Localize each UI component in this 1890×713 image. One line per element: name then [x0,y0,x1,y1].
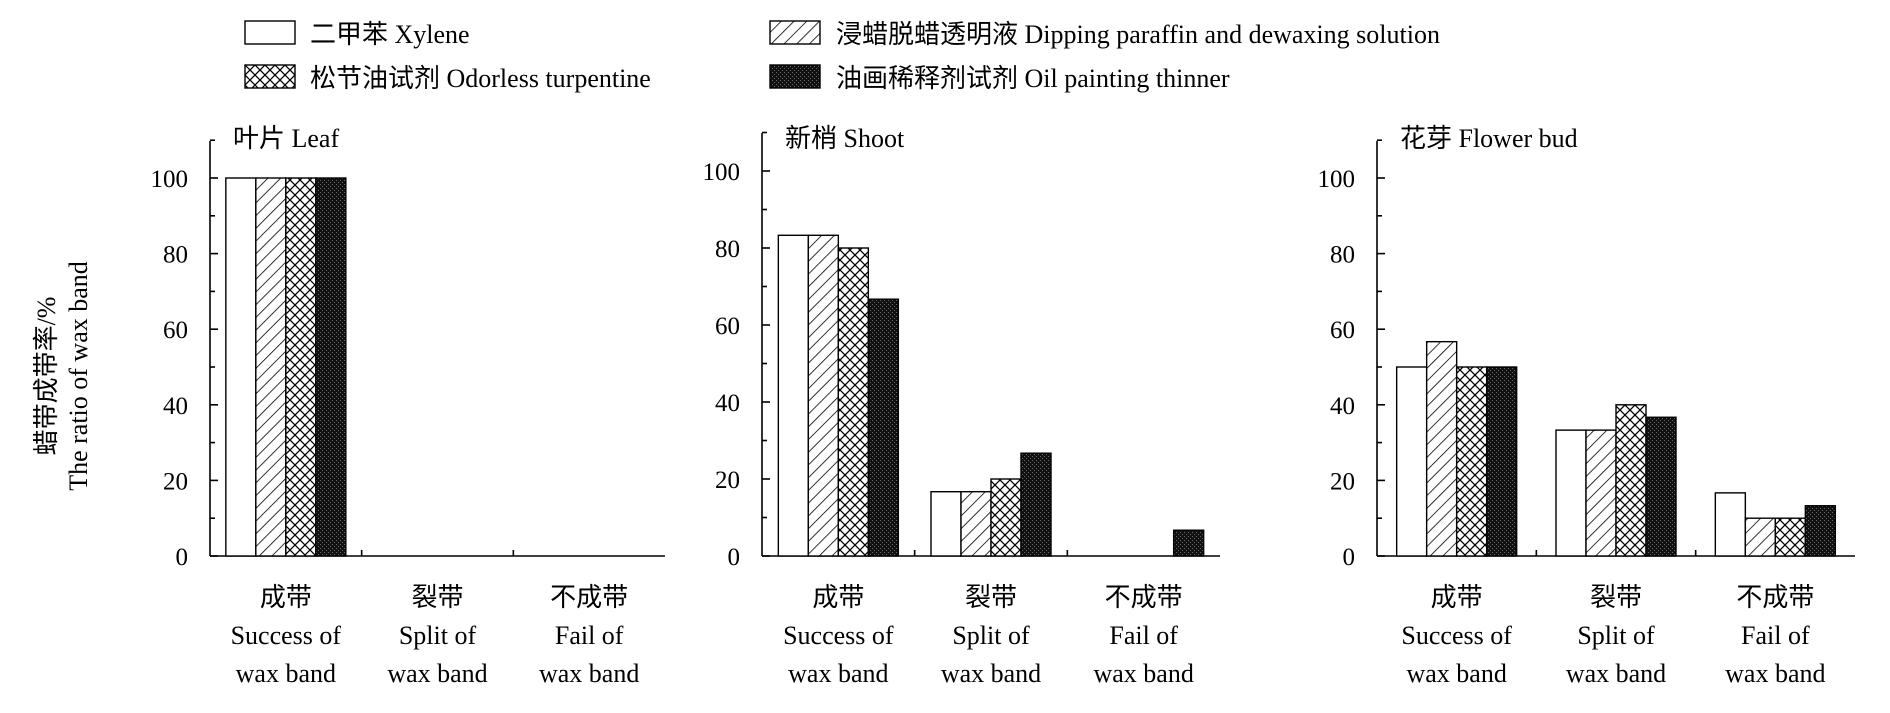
legend-swatch-dipping-paraffin [769,20,821,45]
legend: 二甲苯 Xylene 浸蜡脱蜡透明液 Dipping paraffin and … [244,20,1440,93]
y-tick-label-flower-bud-20: 20 [1330,468,1355,495]
bar-shoot-split-xylene [930,491,962,557]
bar-shoot-success-odorless-turpentine [837,247,870,557]
panel-title-leaf: 叶片 Leaf [233,124,339,153]
y-tick-label-shoot-40: 40 [715,390,740,417]
x-tick-label-flower-bud-fail-line2: Fail of [1741,621,1810,650]
y-tick-label-shoot-100: 100 [703,159,741,186]
x-tick-label-shoot-success-line1: 成带 [812,583,864,612]
legend-entry-xylene: 二甲苯 Xylene [244,20,470,49]
x-tick-label-leaf-split-line3: wax band [387,659,487,688]
y-tick-label-shoot-60: 60 [715,313,740,340]
x-tick-label-shoot-split-line3: wax band [941,659,1041,688]
x-tick-label-leaf-fail-line1: 不成带 [550,583,628,612]
x-tick-label-flower-bud-split-line2: Split of [1577,621,1655,650]
bar-leaf-success-oil-painting-thinner [315,177,347,557]
y-tick-label-shoot-80: 80 [715,236,740,263]
bar-shoot-split-odorless-turpentine [990,478,1022,557]
x-tick-label-flower-bud-fail-line1: 不成带 [1736,583,1814,612]
bar-flower-bud-success-dipping-paraffin [1425,340,1458,557]
x-tick-label-shoot-success-line3: wax band [788,659,888,688]
y-tick-label-leaf-100: 100 [151,166,189,193]
y-axis-title-en: The ratio of wax band [64,261,93,491]
y-axis-title-cn: 蜡带成带率/% [32,297,61,456]
x-tick-label-shoot-success-line2: Success of [783,621,894,650]
bar-flower-bud-success-oil-painting-thinner [1485,366,1518,557]
panel-title-flower-bud: 花芽 Flower bud [1400,124,1578,153]
x-tick-label-shoot-fail-line1: 不成带 [1105,583,1183,612]
legend-entry-odorless-turpentine: 松节油试剂 Odorless turpentine [244,64,651,93]
y-tick-label-shoot-0: 0 [728,544,741,571]
bar-flower-bud-fail-odorless-turpentine [1774,517,1807,557]
x-tick-label-leaf-fail-line2: Fail of [555,621,624,650]
x-tick-label-shoot-split-line2: Split of [952,621,1030,650]
x-tick-label-leaf-success-line1: 成带 [260,583,312,612]
bar-flower-bud-split-odorless-turpentine [1615,404,1647,557]
y-tick-label-leaf-60: 60 [163,317,188,344]
bar-shoot-fail-oil-painting-thinner [1172,529,1205,557]
panel-shoot: 新梢 Shoot 0 20 40 60 80 100 成带 Success of wax ban… [703,124,1220,688]
legend-entry-dipping-paraffin: 浸蜡脱蜡透明液 Dipping paraffin and dewaxing so… [769,20,1440,49]
y-tick-label-leaf-80: 80 [163,242,188,269]
x-tick-label-shoot-fail-line3: wax band [1093,659,1193,688]
y-tick-label-flower-bud-0: 0 [1343,544,1356,571]
x-tick-label-flower-bud-split-line1: 裂带 [1590,583,1642,612]
bar-leaf-success-xylene [225,177,257,557]
y-tick-label-leaf-20: 20 [163,468,188,495]
x-tick-label-flower-bud-fail-line3: wax band [1725,659,1825,688]
x-tick-label-flower-bud-success-line3: wax band [1406,659,1506,688]
x-tick-label-flower-bud-split-line3: wax band [1566,659,1666,688]
legend-swatch-oil-painting-thinner [769,64,821,89]
x-tick-label-leaf-split-line2: Split of [399,621,477,650]
bar-shoot-success-dipping-paraffin [807,234,840,557]
y-tick-label-flower-bud-100: 100 [1318,166,1356,193]
panel-flower-bud: 花芽 Flower bud 0 20 40 60 80 100 成带 Success of wa… [1318,124,1855,688]
x-tick-label-flower-bud-success-line1: 成带 [1431,583,1483,612]
x-tick-label-leaf-split-line1: 裂带 [411,583,463,612]
x-tick-label-leaf-success-line3: wax band [236,659,336,688]
legend-label-xylene: 二甲苯 Xylene [310,20,470,49]
bar-shoot-success-xylene [777,234,810,557]
bar-flower-bud-success-odorless-turpentine [1455,366,1488,557]
bar-flower-bud-fail-oil-painting-thinner [1804,505,1837,557]
bar-shoot-split-dipping-paraffin [960,491,992,557]
legend-swatch-odorless-turpentine [244,64,296,89]
bar-flower-bud-success-xylene [1395,366,1428,557]
bar-flower-bud-split-xylene [1555,429,1587,557]
y-tick-label-leaf-0: 0 [176,544,189,571]
legend-label-odorless-turpentine: 松节油试剂 Odorless turpentine [310,64,651,93]
y-axis-title: 蜡带成带率/% The ratio of wax band [32,261,93,491]
bar-flower-bud-fail-xylene [1714,492,1747,557]
x-tick-label-leaf-fail-line3: wax band [539,659,639,688]
bar-shoot-success-oil-painting-thinner [867,298,900,557]
bar-flower-bud-split-dipping-paraffin [1585,429,1617,557]
bar-shoot-split-oil-painting-thinner [1020,452,1052,557]
legend-label-oil-painting-thinner: 油画稀释剂试剂 Oil painting thinner [836,64,1230,93]
x-tick-label-shoot-split-line1: 裂带 [965,583,1017,612]
x-tick-label-flower-bud-success-line2: Success of [1401,621,1512,650]
x-tick-label-shoot-fail-line2: Fail of [1109,621,1178,650]
legend-entry-oil-painting-thinner: 油画稀释剂试剂 Oil painting thinner [769,64,1230,93]
x-tick-label-leaf-success-line2: Success of [231,621,342,650]
y-tick-label-shoot-20: 20 [715,467,740,494]
y-tick-label-flower-bud-80: 80 [1330,242,1355,269]
legend-label-dipping-paraffin: 浸蜡脱蜡透明液 Dipping paraffin and dewaxing so… [836,20,1440,49]
bar-leaf-success-dipping-paraffin [255,177,287,557]
y-tick-label-leaf-40: 40 [163,393,188,420]
bar-leaf-success-odorless-turpentine [285,177,317,557]
panel-leaf: 叶片 Leaf 0 20 40 60 80 100 成带 Success of wax band… [151,124,665,688]
legend-swatch-xylene [244,20,296,45]
y-tick-label-flower-bud-60: 60 [1330,317,1355,344]
y-tick-label-flower-bud-40: 40 [1330,393,1355,420]
bar-flower-bud-split-oil-painting-thinner [1645,416,1677,557]
bar-flower-bud-fail-dipping-paraffin [1744,517,1777,557]
panel-title-shoot: 新梢 Shoot [785,124,905,153]
